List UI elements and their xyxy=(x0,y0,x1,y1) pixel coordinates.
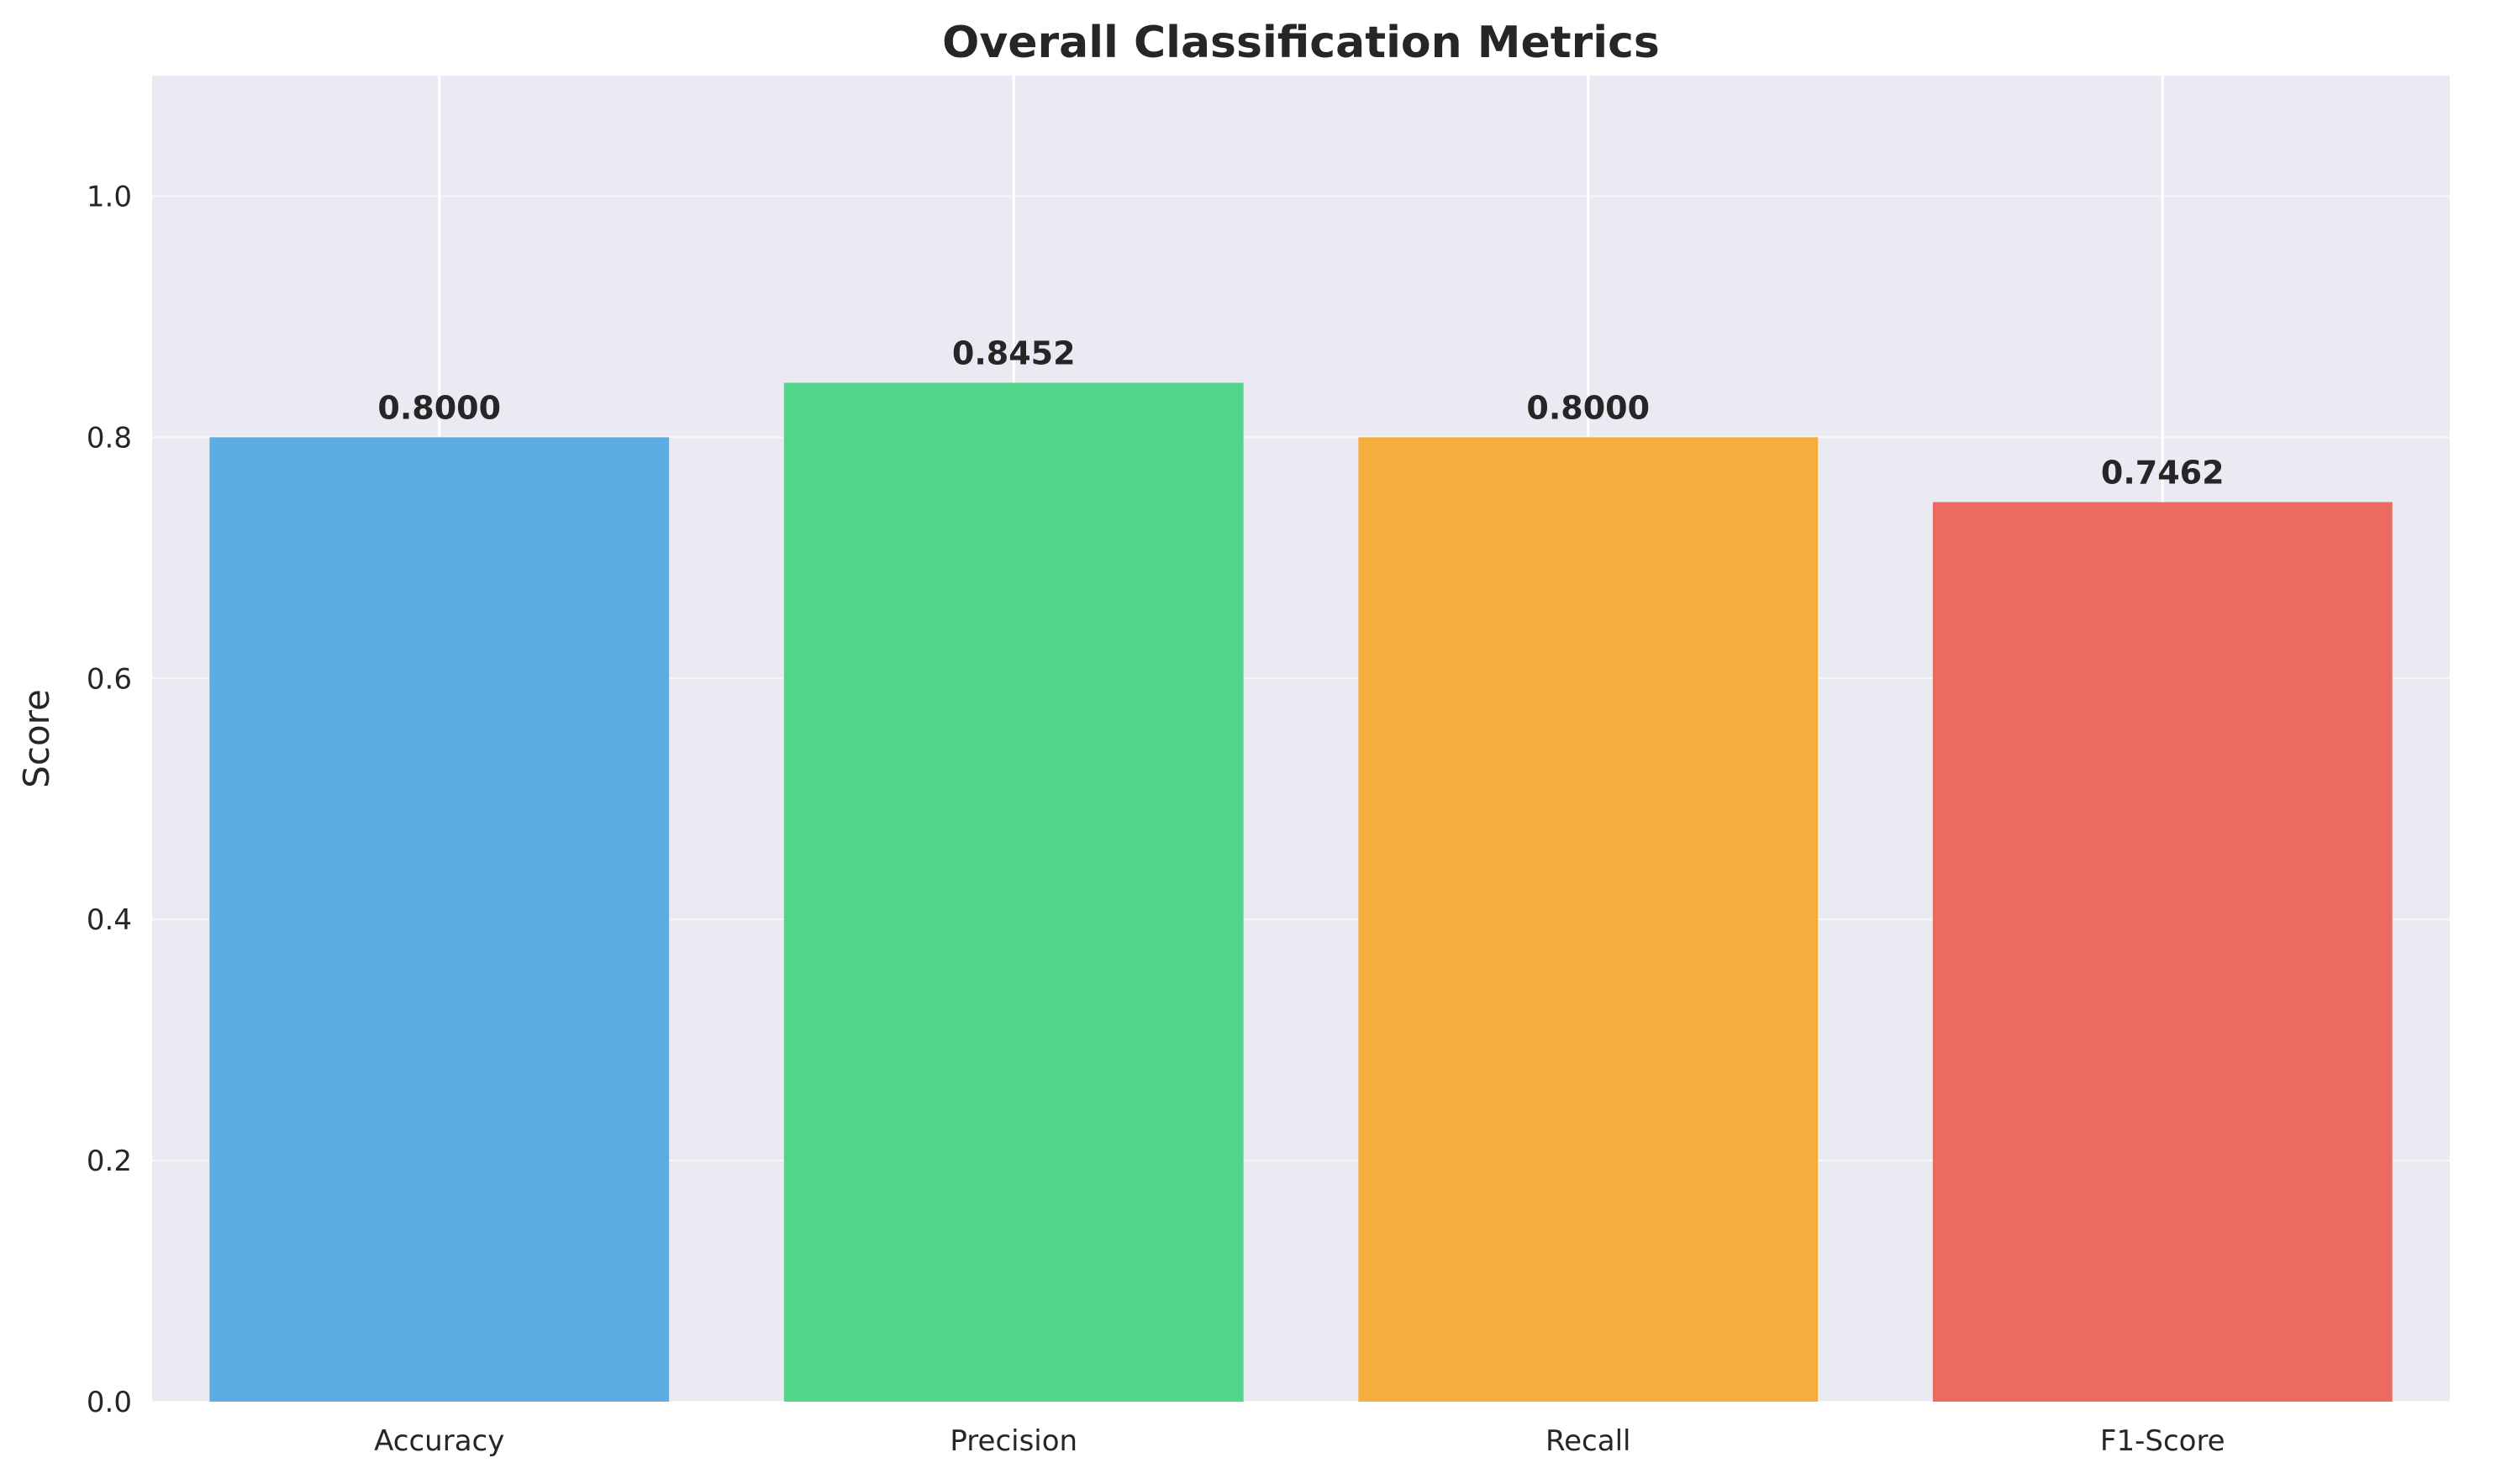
bar-recall xyxy=(1358,437,1819,1402)
x-tick-label: Accuracy xyxy=(374,1424,504,1458)
y-axis-label: Score xyxy=(16,689,57,788)
y-tick-label: 0.4 xyxy=(87,903,132,937)
y-tick-label: 0.8 xyxy=(87,421,132,455)
x-tick-label: F1-Score xyxy=(2100,1424,2225,1458)
x-tick-labels: Accuracy Precision Recall F1-Score xyxy=(374,1424,2225,1458)
bar-value-label: 0.7462 xyxy=(2101,455,2225,492)
x-tick-label: Recall xyxy=(1546,1424,1630,1458)
y-tick-label: 0.0 xyxy=(87,1386,132,1419)
y-tick-label: 0.2 xyxy=(87,1145,132,1178)
chart-title: Overall Classification Metrics xyxy=(942,18,1660,68)
bar-precision xyxy=(783,382,1244,1402)
bars xyxy=(209,382,2393,1402)
bar-value-labels: 0.8000 0.8452 0.8000 0.7462 xyxy=(377,335,2224,492)
x-tick-label: Precision xyxy=(950,1424,1077,1458)
bar-accuracy xyxy=(209,437,670,1402)
bar-f1-score xyxy=(1932,502,2393,1402)
y-tick-label: 1.0 xyxy=(87,180,132,213)
y-tick-labels: 0.0 0.2 0.4 0.6 0.8 1.0 xyxy=(87,180,132,1419)
y-tick-label: 0.6 xyxy=(87,662,132,696)
bar-value-label: 0.8452 xyxy=(952,335,1076,372)
bar-value-label: 0.8000 xyxy=(1526,389,1650,426)
bar-value-label: 0.8000 xyxy=(377,389,501,426)
